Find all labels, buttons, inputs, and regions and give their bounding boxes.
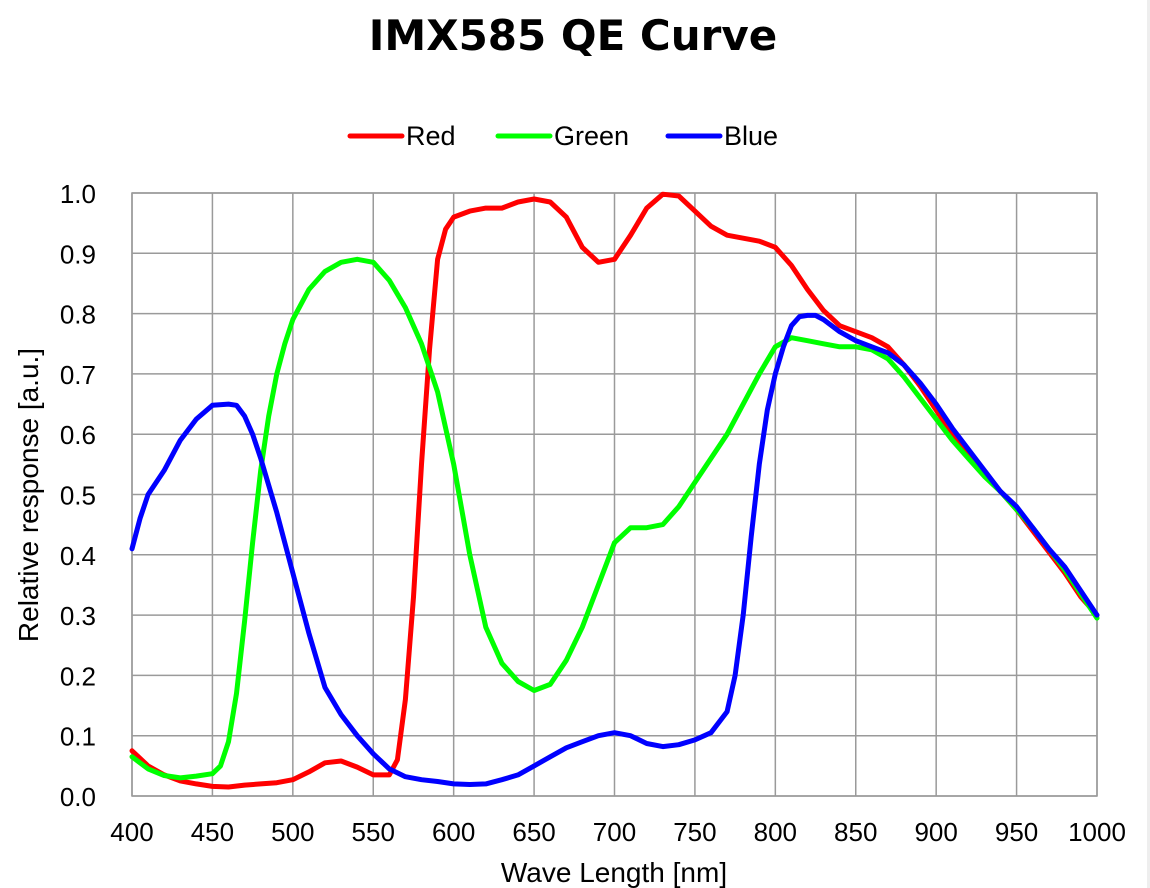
- grid: [131, 192, 1098, 797]
- chart-title: IMX585 QE Curve: [369, 11, 777, 60]
- y-tick-label: 0.8: [60, 300, 96, 330]
- x-tick-label: 800: [754, 817, 797, 847]
- x-tick-label: 400: [110, 817, 153, 847]
- y-tick-label: 0.9: [60, 239, 96, 269]
- x-tick-label: 450: [191, 817, 234, 847]
- series-layer: [129, 191, 1100, 790]
- plot-frame: [131, 192, 1098, 797]
- legend-label-red: Red: [406, 121, 456, 151]
- y-tick-labels: 0.0 0.1 0.2 0.3 0.4 0.5 0.6 0.7 0.8 0.9 1.0: [60, 179, 96, 812]
- x-tick-label: 500: [271, 817, 314, 847]
- series-line-blue: [129, 312, 1100, 787]
- x-tick-label: 900: [914, 817, 957, 847]
- legend-label-blue: Blue: [724, 121, 778, 151]
- x-tick-label: 700: [593, 817, 636, 847]
- x-tick-label: 850: [834, 817, 877, 847]
- legend-label-green: Green: [554, 121, 629, 151]
- x-tick-label: 650: [512, 817, 555, 847]
- y-tick-label: 0.2: [60, 661, 96, 691]
- x-tick-label: 1000: [1068, 817, 1126, 847]
- legend: Red Green Blue: [347, 121, 778, 151]
- y-tick-label: 0.7: [60, 360, 96, 390]
- window-edge: [1147, 0, 1150, 888]
- y-tick-label: 0.3: [60, 601, 96, 631]
- y-tick-label: 0.4: [60, 541, 96, 571]
- y-axis-label: Relative response [a.u.]: [13, 348, 44, 642]
- series-line-green: [129, 256, 1100, 781]
- x-axis-label: Wave Length [nm]: [501, 857, 727, 888]
- x-tick-labels: 400 450 500 550 600 650 700 750 800 850 900 950 1000: [110, 817, 1126, 847]
- x-tick-label: 600: [432, 817, 475, 847]
- y-tick-label: 0.6: [60, 420, 96, 450]
- y-tick-label: 0.0: [60, 782, 96, 812]
- y-tick-label: 1.0: [60, 179, 96, 209]
- x-tick-label: 950: [995, 817, 1038, 847]
- y-tick-label: 0.1: [60, 722, 96, 752]
- x-tick-label: 550: [352, 817, 395, 847]
- y-tick-label: 0.5: [60, 481, 96, 511]
- x-tick-label: 750: [673, 817, 716, 847]
